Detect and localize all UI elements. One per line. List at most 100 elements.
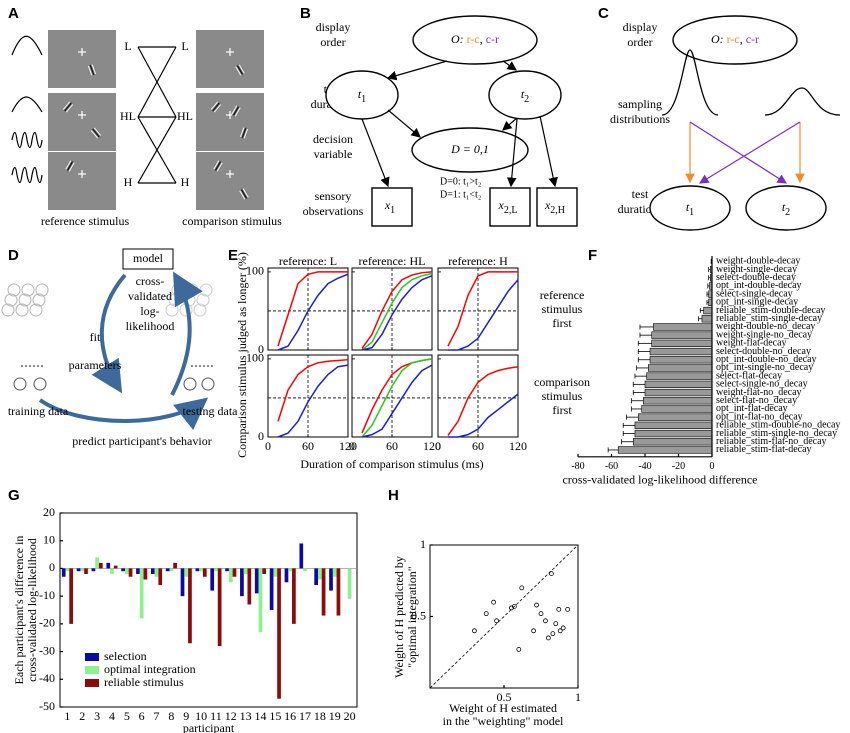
- cycle-arrow: [91, 273, 127, 394]
- node-label: t2: [521, 87, 529, 106]
- gabor-stripe: [239, 190, 246, 200]
- bar: [110, 568, 114, 574]
- label: order: [320, 35, 345, 49]
- panel-label: G: [8, 487, 20, 504]
- gabor-stripe: [213, 160, 220, 170]
- ellipsis-dot: [29, 365, 31, 367]
- legend-swatch: [85, 666, 99, 674]
- plot-frame: [59, 512, 358, 708]
- level-label: HL: [120, 109, 136, 123]
- x-tick-label: 120: [339, 439, 357, 453]
- bar: [648, 364, 713, 372]
- bar: [269, 568, 274, 610]
- bar: [277, 568, 281, 699]
- decision-rule: D=0: t₁>t₂: [440, 176, 481, 187]
- y-axis-title: Each participant's difference in: [12, 536, 26, 685]
- x-tick-label: 5: [124, 709, 130, 723]
- y-tick-label: 10: [43, 532, 55, 546]
- legend-label: selection: [104, 649, 147, 663]
- category-label: select-double-no_decay: [716, 346, 811, 357]
- x-tick-label: 19: [329, 709, 341, 723]
- x-tick-label: 0.5: [497, 690, 512, 704]
- trial-icon: [4, 293, 18, 307]
- arrow: [361, 118, 390, 188]
- gabor: [235, 64, 245, 76]
- node-subscript: 2,H: [550, 205, 565, 216]
- gabor-stripe: [231, 105, 238, 115]
- bar: [649, 356, 713, 364]
- bar: [61, 568, 66, 577]
- arrow: [689, 121, 788, 184]
- decision-rule: D=1: t₁<t₂: [440, 189, 481, 200]
- bar: [199, 568, 203, 572]
- x-tick-label: 0: [265, 439, 271, 453]
- order-label: O: r-c, c-r: [451, 32, 499, 46]
- level-label: L: [181, 39, 188, 53]
- bar: [617, 446, 713, 454]
- gabor-stripe: [90, 130, 99, 139]
- gabor-stripe: [210, 101, 219, 110]
- x-tick-label: 9: [183, 709, 189, 723]
- error-bar: [607, 447, 619, 453]
- bar: [649, 347, 713, 356]
- trial-icon: [13, 377, 27, 391]
- point: [556, 606, 562, 612]
- bar: [258, 568, 263, 633]
- x-tick-label: 1: [64, 709, 70, 723]
- y-tick-label: -20: [39, 616, 55, 630]
- arrow: [386, 60, 448, 81]
- label: parameters: [69, 358, 122, 372]
- error-bar: [622, 422, 635, 428]
- bar: [225, 568, 229, 572]
- point: [560, 625, 566, 631]
- node-subscript: 2,L: [504, 205, 518, 216]
- x-tick-label: 0: [710, 461, 715, 472]
- level-label: L: [124, 39, 131, 53]
- x-tick-label: 16: [284, 709, 296, 723]
- category-label: select-single-no_decay: [716, 379, 808, 390]
- label: sampling: [618, 97, 662, 111]
- gabor-stripe: [216, 162, 223, 172]
- gabor-stripe: [89, 65, 95, 75]
- psychometric-curve: [277, 271, 348, 347]
- spectrum-icon: [11, 166, 43, 184]
- ellipsis-dot: [203, 365, 205, 367]
- label: fit: [90, 330, 101, 344]
- y-tick-label: 0: [49, 560, 55, 574]
- point: [538, 611, 544, 617]
- point: [511, 604, 517, 609]
- psychometric-curve: [361, 358, 433, 438]
- bar: [228, 568, 233, 583]
- gabor-stripe: [238, 64, 245, 74]
- connector: [137, 116, 177, 184]
- panel-label: E: [228, 247, 238, 264]
- node: [649, 185, 731, 231]
- error-bar: [708, 275, 711, 281]
- bar: [69, 568, 73, 624]
- gabor: [90, 127, 102, 139]
- x-tick-label: 14: [254, 709, 266, 723]
- x-tick-label: 11: [210, 709, 222, 723]
- label: display: [623, 20, 658, 34]
- point: [534, 602, 539, 608]
- node-label: x2,L: [498, 198, 518, 217]
- point: [491, 599, 497, 605]
- error-bar: [632, 390, 645, 396]
- gabor-stripe: [62, 101, 71, 110]
- bar: [332, 568, 337, 577]
- bar: [318, 568, 322, 580]
- node-label: t1: [358, 87, 366, 106]
- row-label: stimulus: [542, 389, 583, 403]
- level-label: HL: [177, 109, 193, 123]
- category-label: weight-flat-no_decay: [716, 387, 802, 398]
- bar: [292, 568, 296, 624]
- gabor: [65, 160, 75, 172]
- bar: [336, 568, 341, 616]
- bar: [165, 568, 170, 572]
- ellipsis-dot: [199, 365, 201, 367]
- point: [550, 631, 556, 637]
- order-label: O: r-c, c-r: [711, 32, 759, 46]
- x-tick-label: -40: [638, 461, 651, 472]
- label: log-: [140, 304, 159, 318]
- gabor-stripe: [212, 102, 220, 112]
